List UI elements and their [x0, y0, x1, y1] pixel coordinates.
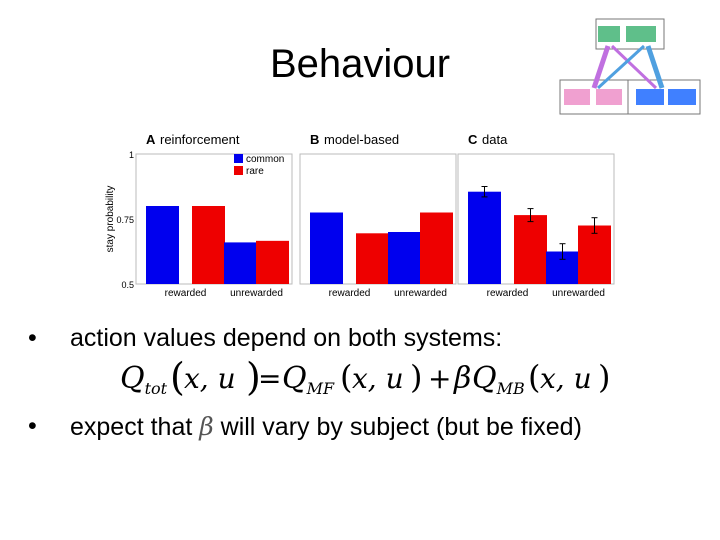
- category-tick-label: rewarded: [329, 288, 371, 299]
- legend-swatch-rare: [234, 166, 243, 175]
- category-tick-label: unrewarded: [552, 288, 605, 299]
- eq-args-3: x, u: [540, 362, 592, 395]
- eq-lparen-3: (: [528, 358, 540, 396]
- diagram-arrow-2: [610, 44, 658, 90]
- y-tick-label: 1: [129, 150, 134, 160]
- category-tick-label: rewarded: [165, 288, 207, 299]
- eq-q-tot: Qtot: [120, 361, 168, 398]
- y-axis-label: stay probability: [105, 186, 116, 253]
- eq-q-mb: QMB: [472, 361, 525, 398]
- diagram-pink-tile-2: [596, 89, 622, 105]
- eq-plus: +: [428, 362, 451, 395]
- diagram-blue-tile-1: [636, 89, 664, 105]
- legend-label-common: common: [246, 154, 284, 165]
- panel-letter: B: [310, 132, 319, 147]
- legend-swatch-common: [234, 154, 243, 163]
- eq-rparen-3: ): [598, 358, 610, 396]
- task-diagram: [559, 18, 701, 115]
- eq-lparen-1: (: [170, 356, 185, 399]
- category-tick-label: unrewarded: [394, 288, 447, 299]
- bar-rare-unrewarded: [578, 225, 611, 284]
- eq-equals: =: [258, 362, 281, 395]
- panel-title: model-based: [324, 132, 399, 147]
- category-tick-label: unrewarded: [230, 288, 283, 299]
- bullet-expect-beta: • expect that β will vary by subject (bu…: [28, 410, 668, 480]
- bar-rare-rewarded: [514, 215, 547, 284]
- panel-letter: C: [468, 132, 478, 147]
- eq-args-1: x, u: [184, 362, 236, 395]
- legend-label-rare: rare: [246, 166, 264, 177]
- beta-symbol: β: [199, 412, 214, 441]
- q-value-equation: Qtot ( x, u ) = QMF ( x, u ) + β QMB ( x…: [120, 356, 610, 399]
- category-tick-label: rewarded: [487, 288, 529, 299]
- eq-lparen-2: (: [340, 358, 352, 396]
- eq-args-2: x, u: [352, 362, 404, 395]
- bar-common-unrewarded: [388, 232, 421, 284]
- bullet-text: expect that β will vary by subject (but …: [70, 410, 670, 444]
- bar-common-unrewarded: [224, 242, 257, 284]
- bullet-text-before: expect that: [70, 413, 200, 441]
- panel-title: data: [482, 132, 508, 147]
- y-tick-label: 0.75: [116, 215, 134, 225]
- bullet-dot: •: [28, 412, 37, 440]
- bar-common-rewarded: [468, 191, 501, 284]
- diagram-pink-tile-1: [564, 89, 590, 105]
- eq-rparen-1: ): [246, 356, 261, 399]
- slide-title: Behaviour: [269, 42, 451, 86]
- bar-rare-unrewarded: [420, 212, 453, 284]
- diagram-blue-tile-2: [668, 89, 696, 105]
- bar-rare-unrewarded: [256, 240, 289, 284]
- diagram-top-right-tile: [626, 26, 656, 42]
- bar-rare-rewarded: [192, 206, 225, 284]
- y-tick-label: 0.5: [121, 280, 134, 290]
- bar-common-rewarded: [146, 206, 179, 284]
- bullet-text-after: will vary by subject (but be fixed): [213, 413, 582, 441]
- eq-beta: β: [453, 361, 471, 396]
- eq-q-mf: QMF: [282, 361, 335, 398]
- bullet-dot: •: [28, 324, 37, 352]
- bar-rare-rewarded: [356, 233, 389, 284]
- diagram-arrow-1: [591, 45, 611, 89]
- diagram-top-left-tile: [598, 26, 620, 42]
- panel-letter: A: [146, 132, 156, 147]
- diagram-arrow-3: [596, 44, 646, 90]
- diagram-arrow-4: [645, 45, 665, 89]
- bullet-text: action values depend on both systems:: [70, 324, 503, 352]
- panel-title: reinforcement: [160, 132, 240, 147]
- bar-common-rewarded: [310, 212, 343, 284]
- eq-rparen-2: ): [410, 358, 422, 396]
